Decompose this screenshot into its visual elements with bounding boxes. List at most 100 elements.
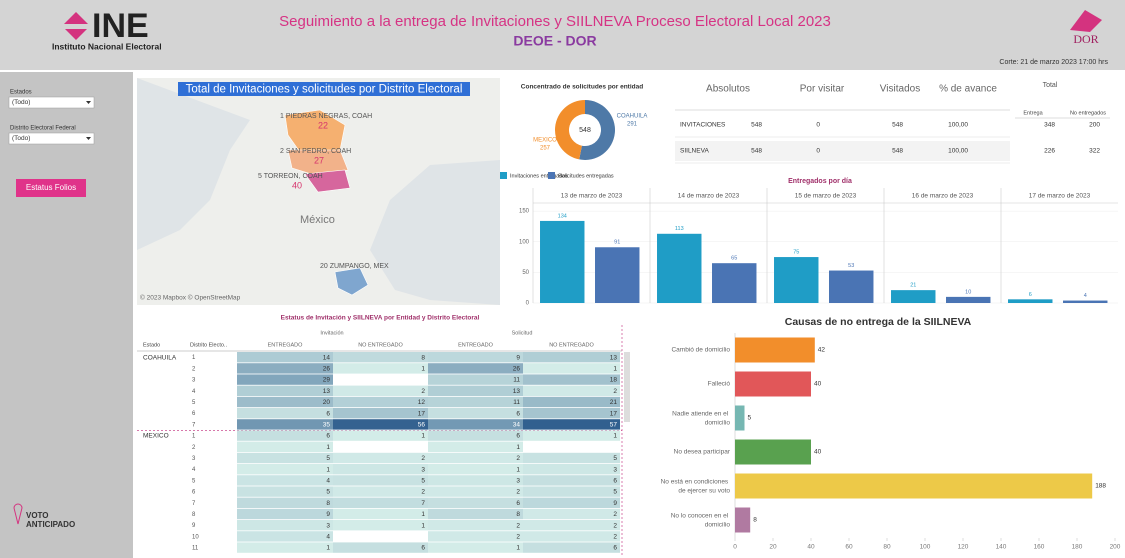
status-value: 9 — [613, 500, 617, 507]
summary-cell: 200 — [1089, 122, 1100, 129]
summary-header: % de avance — [939, 84, 997, 95]
hbar-value-label: 40 — [814, 381, 822, 388]
hbar-category: Falleció — [708, 381, 731, 388]
status-district: 5 — [192, 400, 196, 406]
status-cell — [333, 542, 428, 553]
dropdown-arrow — [86, 101, 91, 104]
filter-label: Estados — [10, 90, 32, 96]
status-district: 6 — [192, 411, 196, 417]
status-cell — [237, 464, 333, 475]
status-cell — [523, 441, 620, 452]
hbar-category: Cambió de domicilio — [671, 347, 730, 354]
status-value: 2 — [421, 489, 425, 496]
status-value: 5 — [613, 455, 617, 462]
status-cell — [333, 352, 428, 363]
status-cell — [237, 374, 333, 385]
status-cell — [333, 374, 428, 385]
status-value: 17 — [418, 410, 426, 417]
status-cell — [237, 385, 333, 396]
status-value: 3 — [516, 478, 520, 485]
x-tick-label: 40 — [807, 544, 815, 551]
summary-cell: 100,00 — [948, 122, 968, 129]
scrollbar — [624, 352, 630, 422]
status-district: 2 — [192, 366, 196, 372]
status-cell — [237, 430, 333, 441]
dropdown-arrow — [86, 137, 91, 140]
summary-cell: 548 — [751, 122, 762, 129]
summary-cell: 548 — [751, 148, 762, 155]
status-cell — [523, 486, 620, 497]
region-mex — [334, 267, 369, 296]
status-value: 26 — [513, 366, 521, 373]
footer-text: ANTICIPADO — [26, 520, 75, 529]
hbar-value-label: 188 — [1095, 483, 1106, 490]
status-cell — [333, 385, 428, 396]
status-cell — [523, 497, 620, 508]
region-label: 1 PIEDRAS NEGRAS, COAH — [280, 113, 372, 120]
status-value: 11 — [513, 377, 520, 384]
hbar-value-label: 40 — [814, 449, 822, 456]
status-value: 2 — [613, 522, 617, 529]
pie-value: 291 — [627, 122, 638, 128]
status-cell — [333, 475, 428, 486]
status-cell — [428, 419, 523, 430]
status-cell — [523, 385, 620, 396]
status-value: 1 — [516, 444, 520, 451]
dor-emblem — [1070, 10, 1102, 32]
status-district: 1 — [192, 434, 196, 440]
hbar — [735, 337, 815, 363]
x-tick-label: 140 — [996, 544, 1007, 551]
status-value: 13 — [610, 354, 618, 361]
bar-value-label: 134 — [558, 213, 567, 219]
summary-subheader: Entrega — [1023, 110, 1043, 116]
status-district: 8 — [192, 512, 196, 518]
x-tick-label: 20 — [769, 544, 777, 551]
status-district: 10 — [192, 534, 199, 540]
bar — [891, 290, 936, 303]
summary-cell: 100,00 — [948, 148, 968, 155]
footer-text: VOTO — [26, 511, 49, 520]
bar-value-label: 113 — [675, 226, 684, 232]
status-value: 2 — [516, 522, 520, 529]
status-value: 5 — [613, 489, 617, 496]
status-value: 14 — [323, 354, 331, 361]
filter-select — [8, 132, 95, 145]
summary-cell: 322 — [1089, 148, 1100, 155]
status-value: 13 — [513, 388, 521, 395]
status-value: 1 — [421, 522, 425, 529]
hbar-category: No está en condiciones de ejercer su vot… — [661, 478, 731, 494]
status-cell — [428, 452, 523, 464]
status-cell — [333, 464, 428, 475]
region-label: 20 ZUMPANGO, MEX — [320, 263, 389, 270]
status-cell — [523, 452, 620, 464]
summary-total-header: Total — [1043, 82, 1058, 89]
status-cell — [428, 464, 523, 475]
status-cell — [523, 475, 620, 486]
date-header: 15 de marzo de 2023 — [795, 193, 857, 200]
status-cell — [428, 374, 523, 385]
hbar-value-label: 8 — [753, 517, 757, 524]
status-column: Distrito Electo.. — [190, 342, 227, 348]
status-cell — [333, 452, 428, 464]
status-cell — [428, 408, 523, 419]
status-value: 17 — [610, 410, 618, 417]
cutoff: Corte: 21 de marzo 2023 17:00 hrs — [999, 59, 1108, 66]
status-value: 4 — [326, 534, 330, 541]
bar — [946, 296, 991, 303]
map-title: Total de Invitaciones y solicitudes por … — [186, 84, 463, 96]
status-button[interactable] — [16, 179, 86, 197]
summary-cell: 0 — [816, 148, 820, 155]
legend-label: Solicitudes entregadas — [558, 173, 614, 179]
legend-label: Invitaciones entregadas — [510, 173, 568, 179]
status-cell — [428, 363, 523, 374]
bar — [712, 263, 757, 303]
status-value: 6 — [421, 545, 425, 552]
status-district: 9 — [192, 523, 196, 529]
status-value: 2 — [516, 455, 520, 462]
bar — [1063, 300, 1108, 303]
status-value: 8 — [421, 354, 425, 361]
status-cell — [428, 475, 523, 486]
status-value: 6 — [516, 410, 520, 417]
status-value: 34 — [513, 422, 521, 429]
status-value: 2 — [421, 455, 425, 462]
